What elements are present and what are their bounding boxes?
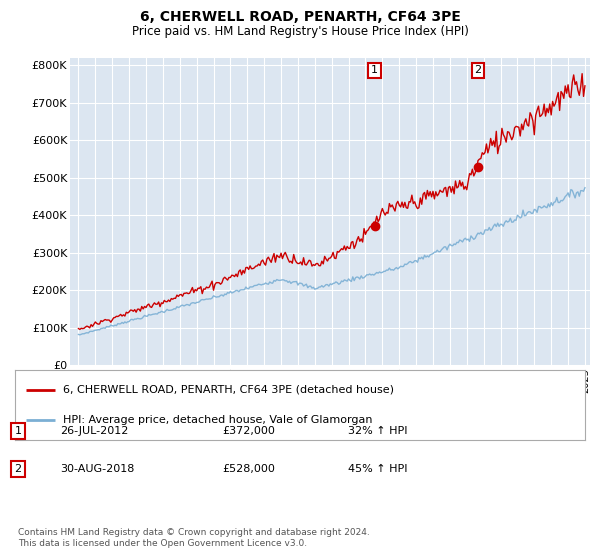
Text: £372,000: £372,000	[222, 426, 275, 436]
Text: 26-JUL-2012: 26-JUL-2012	[60, 426, 128, 436]
Text: HPI: Average price, detached house, Vale of Glamorgan: HPI: Average price, detached house, Vale…	[64, 416, 373, 426]
Text: 45% ↑ HPI: 45% ↑ HPI	[348, 464, 407, 474]
Text: £528,000: £528,000	[222, 464, 275, 474]
Text: 6, CHERWELL ROAD, PENARTH, CF64 3PE (detached house): 6, CHERWELL ROAD, PENARTH, CF64 3PE (det…	[64, 385, 394, 395]
Text: 1: 1	[14, 426, 22, 436]
Text: Contains HM Land Registry data © Crown copyright and database right 2024.
This d: Contains HM Land Registry data © Crown c…	[18, 528, 370, 548]
Text: 2: 2	[14, 464, 22, 474]
Text: 30-AUG-2018: 30-AUG-2018	[60, 464, 134, 474]
Text: 2: 2	[475, 66, 482, 75]
Text: 1: 1	[371, 66, 378, 75]
Text: Price paid vs. HM Land Registry's House Price Index (HPI): Price paid vs. HM Land Registry's House …	[131, 25, 469, 38]
Text: 32% ↑ HPI: 32% ↑ HPI	[348, 426, 407, 436]
Text: 6, CHERWELL ROAD, PENARTH, CF64 3PE: 6, CHERWELL ROAD, PENARTH, CF64 3PE	[140, 10, 460, 24]
